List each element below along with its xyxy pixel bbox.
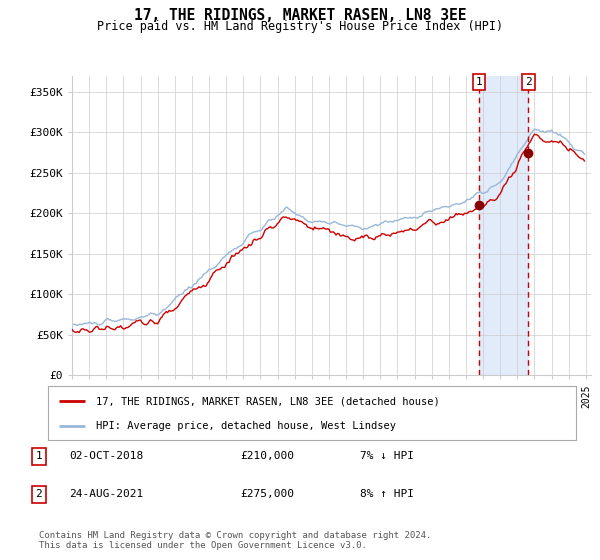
Text: 1: 1 xyxy=(475,77,482,87)
Text: 17, THE RIDINGS, MARKET RASEN, LN8 3EE (detached house): 17, THE RIDINGS, MARKET RASEN, LN8 3EE (… xyxy=(95,396,439,407)
Text: £210,000: £210,000 xyxy=(240,451,294,461)
Text: 7% ↓ HPI: 7% ↓ HPI xyxy=(360,451,414,461)
Text: 24-AUG-2021: 24-AUG-2021 xyxy=(69,489,143,500)
Text: 8% ↑ HPI: 8% ↑ HPI xyxy=(360,489,414,500)
Bar xyxy=(479,76,529,375)
Text: 17, THE RIDINGS, MARKET RASEN, LN8 3EE: 17, THE RIDINGS, MARKET RASEN, LN8 3EE xyxy=(134,8,466,24)
Text: 1: 1 xyxy=(35,451,43,461)
Text: HPI: Average price, detached house, West Lindsey: HPI: Average price, detached house, West… xyxy=(95,421,395,431)
Text: 02-OCT-2018: 02-OCT-2018 xyxy=(69,451,143,461)
Text: Contains HM Land Registry data © Crown copyright and database right 2024.
This d: Contains HM Land Registry data © Crown c… xyxy=(39,530,431,550)
Text: 2: 2 xyxy=(35,489,43,500)
Text: 2: 2 xyxy=(525,77,532,87)
Text: £275,000: £275,000 xyxy=(240,489,294,500)
Text: Price paid vs. HM Land Registry's House Price Index (HPI): Price paid vs. HM Land Registry's House … xyxy=(97,20,503,32)
